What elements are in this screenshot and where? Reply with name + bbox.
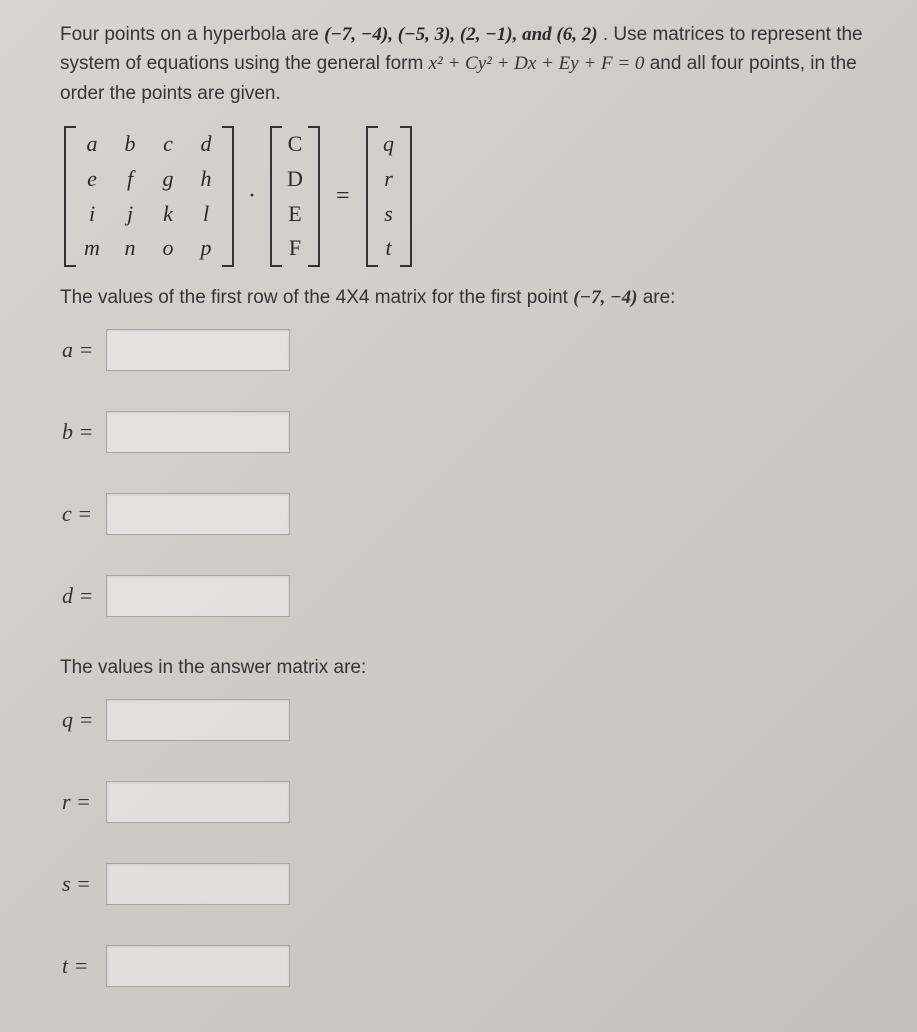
problem-points: (−7, −4), (−5, 3), (2, −1), and (6, 2) (324, 24, 598, 45)
input-c[interactable] (106, 493, 290, 535)
input-row-t: t = (62, 945, 869, 987)
input-row-b: b = (62, 411, 869, 453)
label-c: c = (62, 501, 106, 527)
matrix-equation: abcd efgh ijkl mnop · C D E F = q r s t (64, 126, 869, 266)
problem-equation: x² + Cy² + Dx + Ey + F = 0 (429, 53, 645, 74)
input-q[interactable] (106, 699, 290, 741)
input-t[interactable] (106, 945, 290, 987)
question-2: The values in the answer matrix are: (60, 657, 869, 679)
input-row-d: d = (62, 575, 869, 617)
input-r[interactable] (106, 781, 290, 823)
problem-statement: Four points on a hyperbola are (−7, −4),… (60, 20, 869, 108)
problem-intro-prefix: Four points on a hyperbola are (60, 24, 324, 45)
label-q: q = (62, 707, 106, 733)
question-1: The values of the first row of the 4X4 m… (60, 287, 869, 309)
label-t: t = (62, 953, 106, 979)
input-group-1: a = b = c = d = (60, 329, 869, 617)
label-d: d = (62, 583, 106, 609)
coefficient-matrix: abcd efgh ijkl mnop (64, 126, 234, 266)
input-s[interactable] (106, 863, 290, 905)
input-a[interactable] (106, 329, 290, 371)
rhs-vector: q r s t (366, 126, 412, 266)
label-r: r = (62, 789, 106, 815)
label-s: s = (62, 871, 106, 897)
dot-operator: · (244, 183, 260, 210)
label-b: b = (62, 419, 106, 445)
label-a: a = (62, 337, 106, 363)
variable-vector: C D E F (270, 126, 320, 266)
input-d[interactable] (106, 575, 290, 617)
equals-sign: = (330, 183, 356, 210)
input-b[interactable] (106, 411, 290, 453)
input-row-r: r = (62, 781, 869, 823)
input-row-c: c = (62, 493, 869, 535)
input-row-a: a = (62, 329, 869, 371)
input-row-q: q = (62, 699, 869, 741)
input-row-s: s = (62, 863, 869, 905)
input-group-2: q = r = s = t = (60, 699, 869, 987)
